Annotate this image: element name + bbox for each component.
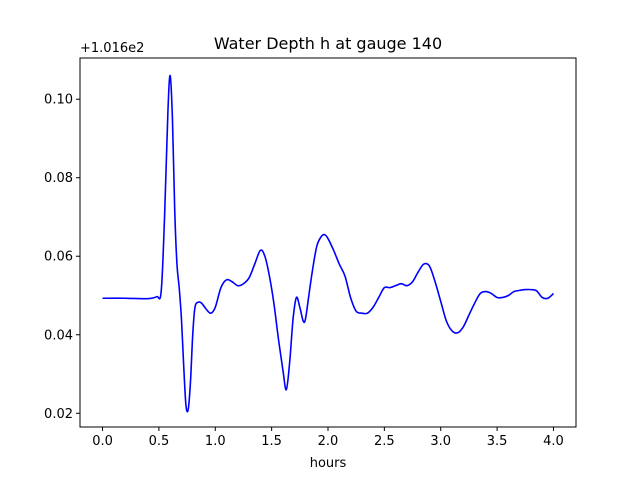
x-tick-label: 1.5 xyxy=(261,434,282,449)
x-tick-label: 3.0 xyxy=(430,434,451,449)
x-tick-label: 0.0 xyxy=(92,434,113,449)
y-offset-label: +1.016e2 xyxy=(80,41,144,56)
y-tick-label: 0.04 xyxy=(44,328,73,343)
plot-area xyxy=(80,58,576,427)
x-tick-label: 3.5 xyxy=(487,434,508,449)
x-axis-label: hours xyxy=(310,456,347,471)
y-tick-label: 0.08 xyxy=(44,171,73,186)
x-tick-label: 2.5 xyxy=(374,434,395,449)
y-tick-label: 0.02 xyxy=(44,407,73,422)
x-tick-label: 4.0 xyxy=(543,434,564,449)
series-line xyxy=(102,74,554,413)
y-axis-ticks: 0.02 0.04 0.06 0.08 0.10 xyxy=(44,93,80,422)
x-axis-ticks: 0.0 0.5 1.0 1.5 2.0 2.5 3.0 3.5 4.0 xyxy=(92,427,564,449)
plot-frame xyxy=(79,57,577,428)
chart-title: Water Depth h at gauge 140 xyxy=(214,34,442,53)
x-tick-label: 2.0 xyxy=(318,434,339,449)
x-tick-label: 1.0 xyxy=(205,434,226,449)
y-tick-label: 0.10 xyxy=(44,93,73,108)
x-tick-label: 0.5 xyxy=(149,434,170,449)
y-tick-label: 0.06 xyxy=(44,250,73,265)
